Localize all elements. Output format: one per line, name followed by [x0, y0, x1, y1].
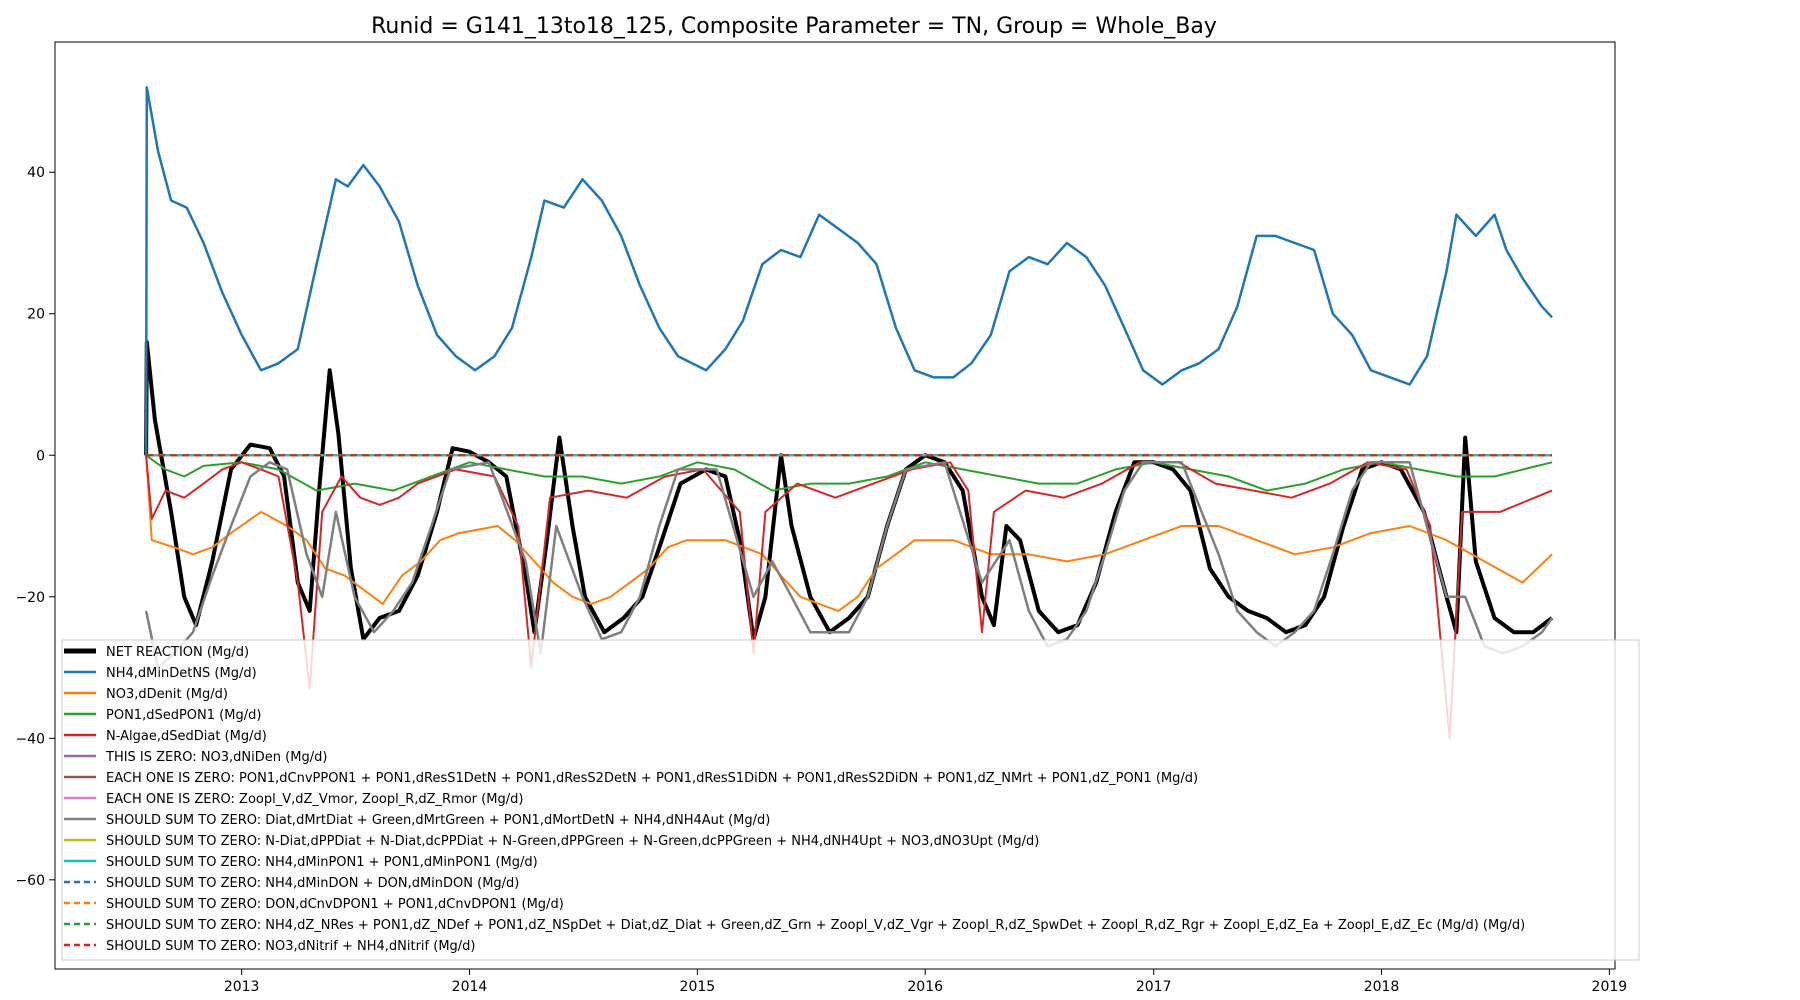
x-axis: 2013 2014 2015 2016 2017 2018 2019: [224, 969, 1627, 995]
legend-label: NET REACTION (Mg/d): [106, 645, 249, 660]
y-tick-label: 40: [27, 165, 45, 181]
legend-label: N-Algae,dSedDiat (Mg/d): [106, 729, 267, 744]
legend-label: EACH ONE IS ZERO: Zoopl_V,dZ_Vmor, Zoopl…: [106, 792, 523, 807]
plot-frame: [54, 41, 1616, 970]
legend-label: SHOULD SUM TO ZERO: N-Diat,dPPDiat + N-D…: [106, 834, 1039, 849]
legend-label: THIS IS ZERO: NO3,dNiDen (Mg/d): [105, 750, 327, 765]
legend-label: NH4,dMinDetNS (Mg/d): [106, 666, 257, 681]
x-tick-label: 2018: [1364, 979, 1400, 995]
x-tick-label: 2014: [452, 979, 488, 995]
legend: NET REACTION (Mg/d) NH4,dMinDetNS (Mg/d) N…: [61, 639, 1640, 961]
legend-label: EACH ONE IS ZERO: PON1,dCnvPPON1 + PON1,…: [106, 771, 1198, 786]
x-tick-label: 2019: [1592, 979, 1628, 995]
series-line-3: [145, 454, 1553, 492]
y-axis: 40 20 0 −20 −40 −60: [15, 165, 55, 889]
series-line-4: [145, 455, 1553, 740]
legend-label: SHOULD SUM TO ZERO: Diat,dMrtDiat + Gree…: [106, 813, 770, 828]
series-layer: [144, 86, 1554, 740]
y-tick-label: −20: [15, 590, 45, 606]
series-line-0: [144, 340, 1554, 642]
legend-label: SHOULD SUM TO ZERO: DON,dCnvDPON1 + PON1…: [106, 897, 564, 912]
legend-label: SHOULD SUM TO ZERO: NO3,dNitrif + NH4,dN…: [106, 939, 475, 954]
y-tick-label: 20: [27, 307, 45, 323]
legend-label: SHOULD SUM TO ZERO: NH4,dMinPON1 + PON1,…: [106, 855, 538, 870]
y-tick-label: −60: [15, 873, 45, 889]
legend-label: NO3,dDenit (Mg/d): [106, 687, 228, 702]
y-tick-label: 0: [36, 448, 45, 464]
chart-title: Runid = G141_13to18_125, Composite Param…: [371, 14, 1217, 39]
legend-label: SHOULD SUM TO ZERO: NH4,dZ_NRes + PON1,d…: [106, 918, 1525, 933]
legend-label: PON1,dSedPON1 (Mg/d): [106, 708, 261, 723]
series-line-8: [144, 461, 1554, 669]
legend-box: [61, 639, 1640, 961]
series-line-2: [145, 455, 1553, 612]
x-tick-label: 2016: [907, 979, 943, 995]
x-tick-label: 2017: [1136, 979, 1172, 995]
x-tick-label: 2013: [224, 979, 260, 995]
y-tick-label: −40: [15, 731, 45, 747]
legend-label: SHOULD SUM TO ZERO: NH4,dMinDON + DON,dM…: [106, 876, 519, 891]
x-tick-label: 2015: [680, 979, 716, 995]
series-line-1: [144, 86, 1553, 456]
